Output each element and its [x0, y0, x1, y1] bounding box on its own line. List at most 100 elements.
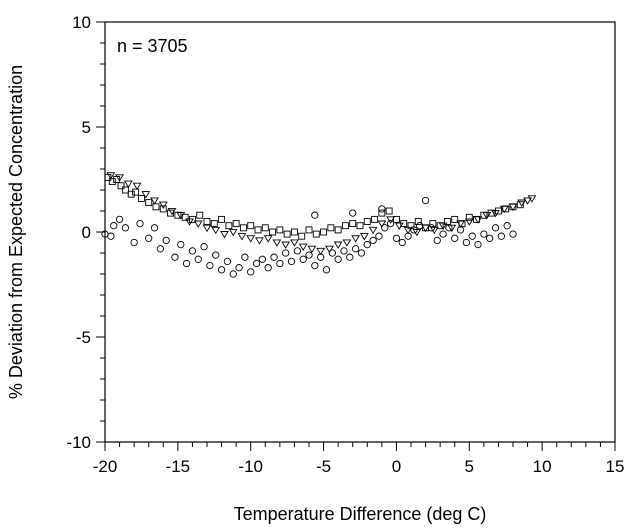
square-point — [385, 207, 393, 215]
circle-point — [258, 255, 267, 263]
square-point — [152, 203, 160, 211]
square-point — [117, 182, 125, 190]
circle-point — [369, 236, 377, 245]
circle-point — [421, 196, 430, 205]
circle-point — [433, 236, 441, 245]
square-point — [312, 230, 320, 238]
circle-point — [212, 251, 220, 259]
circle-point — [462, 238, 471, 247]
circle-point — [110, 222, 118, 230]
square-point — [269, 228, 277, 236]
square-point — [363, 218, 371, 225]
circle-point — [334, 255, 342, 263]
triangle-point — [202, 224, 212, 233]
circle-point — [491, 224, 500, 232]
triangle-point — [123, 180, 133, 188]
y-tick-label: -5 — [76, 328, 91, 347]
triangle-point — [228, 228, 238, 237]
y-tick-label: 0 — [82, 223, 91, 242]
x-tick-label: -20 — [93, 457, 118, 476]
triangle-point — [272, 239, 282, 247]
square-point — [247, 222, 255, 230]
triangle-point — [150, 197, 159, 205]
circle-point — [357, 249, 366, 257]
triangle-point — [527, 195, 537, 203]
x-tick-label: 15 — [606, 457, 625, 476]
circle-point — [130, 238, 138, 247]
square-point — [167, 209, 175, 217]
triangle-point — [351, 235, 361, 243]
triangle-point — [456, 220, 465, 228]
circle-point — [171, 253, 179, 261]
square-point — [465, 213, 473, 221]
triangle-point — [394, 222, 404, 230]
triangle-point — [290, 239, 299, 247]
square-point — [276, 226, 284, 234]
circle-point — [293, 247, 301, 255]
circle-point — [486, 234, 494, 242]
triangle-point — [141, 191, 151, 199]
square-point — [203, 218, 211, 225]
triangle-point — [193, 220, 203, 228]
triangle-point — [403, 226, 413, 235]
square-point — [283, 230, 291, 238]
triangle-point — [499, 205, 509, 214]
square-point — [261, 224, 269, 232]
y-tick-label: 10 — [72, 13, 91, 32]
square-point — [290, 228, 298, 236]
circle-point — [276, 259, 284, 268]
triangle-point — [281, 241, 291, 249]
square-point — [108, 178, 116, 186]
triangle-point — [185, 218, 194, 226]
triangle-point — [307, 245, 317, 254]
square-point — [487, 209, 495, 217]
circle-point — [282, 249, 290, 257]
y-tick-label: 5 — [82, 118, 91, 137]
circle-point — [305, 251, 313, 259]
triangle-point — [255, 237, 264, 245]
circle-point — [177, 240, 185, 249]
square-point — [232, 220, 240, 228]
square-point — [239, 224, 247, 232]
triangle-point — [368, 226, 378, 235]
square-point — [400, 220, 408, 228]
square-point — [218, 215, 226, 223]
circle-point — [328, 249, 336, 257]
triangle-point — [220, 231, 229, 239]
triangle-point — [237, 233, 247, 241]
square-point — [414, 218, 422, 225]
x-tick-label: -15 — [166, 457, 191, 476]
triangle-point — [359, 233, 369, 241]
circle-point — [162, 236, 170, 245]
x-axis-label: Temperature Difference (deg C) — [234, 504, 487, 524]
x-tick-label: 5 — [465, 457, 474, 476]
triangle-point — [508, 203, 518, 212]
circle-point — [194, 255, 202, 263]
plot-area — [104, 21, 616, 443]
triangle-point — [333, 241, 343, 249]
circle-point — [375, 232, 383, 240]
x-tick-label: 10 — [533, 457, 552, 476]
triangle-point — [517, 199, 527, 207]
triangle-point — [447, 224, 457, 233]
circle-point — [439, 230, 447, 238]
circle-point — [235, 264, 243, 272]
circle-point — [427, 224, 436, 232]
triangle-point — [386, 216, 395, 224]
circle-point — [145, 234, 153, 242]
triangle-point — [325, 245, 334, 254]
triangle-point — [523, 197, 532, 205]
square-point — [181, 213, 189, 221]
triangle-point — [421, 224, 430, 233]
circle-point — [416, 222, 424, 230]
circle-point — [229, 270, 237, 278]
triangle-point — [482, 212, 492, 220]
circle-point — [241, 253, 249, 261]
square-point — [341, 222, 349, 230]
circle-point — [287, 257, 296, 266]
triangle-point — [316, 247, 326, 256]
triangle-point — [211, 226, 221, 235]
circle-point — [217, 266, 226, 274]
triangle-point — [115, 174, 124, 182]
